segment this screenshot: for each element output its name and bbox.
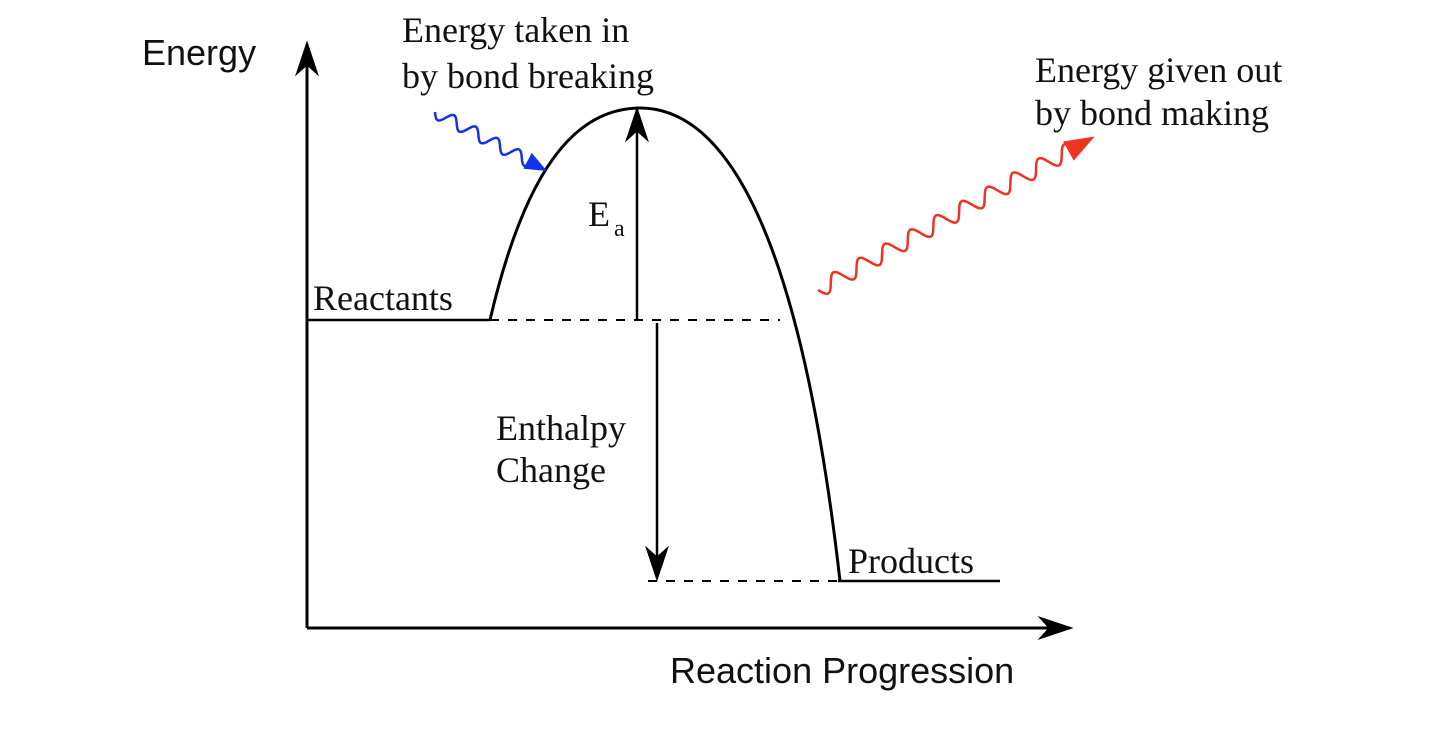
energy-out-wave	[817, 136, 1095, 296]
reactants-label: Reactants	[313, 278, 453, 318]
energy-in-wave	[433, 111, 547, 172]
reaction-curve	[488, 106, 842, 582]
bond-breaking-label: Energy taken in	[402, 10, 629, 50]
x-axis-label: Reaction Progression	[670, 650, 1014, 691]
products-label: Products	[848, 541, 974, 581]
y-axis-label: Energy	[142, 32, 256, 73]
enthalpy-label: Change	[496, 450, 606, 490]
bond-making-label: by bond making	[1035, 93, 1269, 133]
activation-symbol: E	[588, 194, 610, 234]
bond-breaking-label: by bond breaking	[402, 56, 654, 96]
enthalpy-label: Enthalpy	[496, 408, 626, 448]
activation-subscript: a	[614, 216, 625, 242]
bond-making-label: Energy given out	[1035, 50, 1282, 90]
